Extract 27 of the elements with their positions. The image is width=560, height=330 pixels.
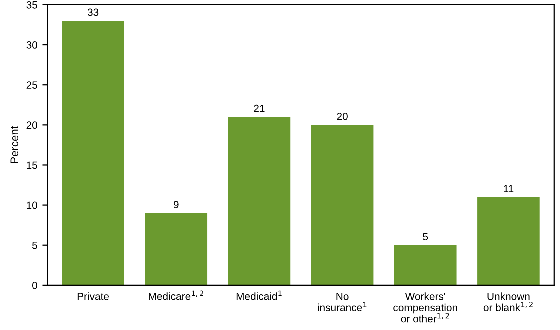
x-tick-label: No insurance$^{1}$: [318, 293, 367, 312]
x-tick-label: Medicaid$^{1}$: [236, 290, 282, 300]
y-tick-label: 10: [27, 202, 38, 210]
x-tick-label: Private: [78, 292, 110, 300]
bar: [62, 20, 124, 286]
y-tick-label: 30: [26, 42, 38, 49]
bar: [394, 245, 457, 286]
x-tick-label: Medicare$^{1,2}$: [149, 290, 204, 300]
y-tick-label: 15: [27, 162, 38, 170]
y-tick-label: 25: [26, 82, 38, 89]
data-label: 33: [88, 8, 99, 16]
data-label: 9: [174, 201, 179, 208]
data-label: 21: [254, 104, 265, 112]
data-label: 20: [337, 112, 348, 120]
y-axis-title: Percent: [10, 126, 19, 164]
y-tick-label: 5: [32, 242, 38, 250]
bar: [478, 197, 540, 286]
y-tick-label: 0: [32, 282, 38, 290]
x-tick-label: Unknown or blank$^{1,2}$: [484, 292, 533, 312]
bar: [228, 117, 291, 286]
data-label: 11: [504, 185, 514, 192]
bar: [311, 125, 374, 286]
y-tick-label: 20: [26, 122, 38, 130]
data-label: 5: [423, 233, 428, 241]
bar: [145, 213, 208, 286]
y-tick-label: 35: [26, 1, 38, 9]
x-tick-label: Workers' compensation or other$^{1,2}$: [394, 292, 458, 323]
